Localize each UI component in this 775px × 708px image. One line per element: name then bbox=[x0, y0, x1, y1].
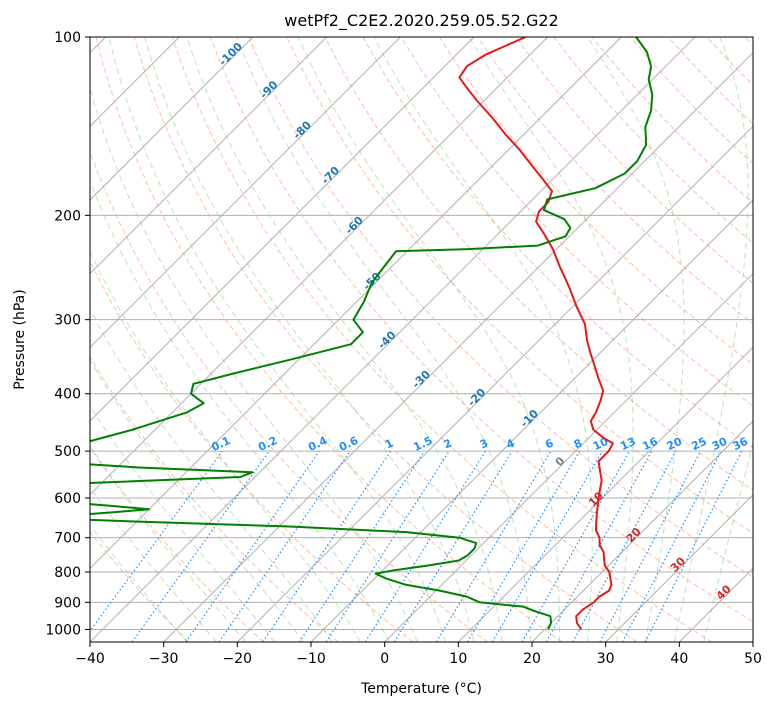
dry-adiabat-line bbox=[95, 37, 563, 642]
moist-adiabat-line bbox=[186, 37, 503, 642]
mixing-ratio-label: 20 bbox=[665, 435, 685, 453]
mixing-ratio-line bbox=[545, 450, 653, 642]
moist-adiabat-line bbox=[90, 524, 188, 642]
x-axis-label: Temperature (°C) bbox=[360, 681, 482, 697]
moist-adiabat-line bbox=[373, 37, 593, 642]
mixing-ratio-line bbox=[466, 450, 580, 642]
isobar-gridlines bbox=[90, 214, 753, 630]
x-tick-label: −40 bbox=[75, 651, 105, 667]
isotherm-line bbox=[90, 37, 254, 201]
moist-adiabat-line bbox=[90, 86, 418, 642]
dry-adiabat-line bbox=[248, 37, 753, 578]
mixing-ratio-lines bbox=[90, 450, 743, 642]
moist-adiabat-line bbox=[108, 37, 447, 642]
mixing-ratio-label: 16 bbox=[640, 435, 660, 453]
moist-adiabat-line bbox=[90, 405, 276, 642]
isotherm-gridlines bbox=[90, 37, 753, 642]
y-tick-label: 1000 bbox=[45, 622, 81, 638]
x-tick-label: 0 bbox=[380, 651, 389, 667]
moist-adiabat-line bbox=[703, 441, 753, 642]
plot-area: -100-90-80-70-60-50-40-30-20-10010203040… bbox=[90, 37, 753, 642]
y-tick-label: 300 bbox=[54, 313, 81, 329]
isotherm-line bbox=[310, 199, 753, 642]
dry-adiabat-line bbox=[438, 37, 753, 366]
dry-adiabat-line bbox=[90, 150, 488, 642]
isotherm-line bbox=[90, 37, 549, 496]
moist-adiabat-line bbox=[90, 359, 304, 642]
y-axis: 1000 900 800 700 600 500 400 300 200 100 bbox=[45, 30, 90, 638]
moist-adiabat-line bbox=[90, 447, 247, 642]
plot-frame bbox=[89, 36, 754, 643]
moist-adiabat-line bbox=[90, 486, 217, 642]
moist-adiabat-line bbox=[587, 37, 685, 642]
mixing-ratio-line bbox=[218, 450, 351, 642]
x-tick-label: 40 bbox=[670, 651, 688, 667]
isotherm-line bbox=[457, 346, 753, 642]
dry-adiabat-line bbox=[324, 37, 753, 491]
mixing-ratio-line bbox=[393, 450, 513, 642]
x-tick-label: 30 bbox=[597, 651, 615, 667]
mixing-ratio-line bbox=[521, 450, 631, 642]
y-tick-label: 700 bbox=[54, 531, 81, 547]
y-tick-label: 900 bbox=[54, 595, 81, 611]
x-tick-label: −30 bbox=[149, 651, 179, 667]
moist-adiabat-line bbox=[90, 179, 390, 642]
dewpoint-line bbox=[90, 37, 654, 630]
y-axis-label: Pressure (hPa) bbox=[12, 289, 28, 389]
mixing-ratio-label: 36 bbox=[731, 435, 751, 453]
mixing-ratio-line bbox=[325, 450, 450, 642]
mixing-ratio-line bbox=[364, 450, 486, 642]
isotherm-line bbox=[236, 125, 753, 642]
dry-adiabat-line bbox=[133, 37, 638, 642]
moist-adiabat-line bbox=[90, 308, 333, 642]
y-tick-label: 600 bbox=[54, 491, 81, 507]
isotherm-line bbox=[531, 420, 753, 642]
moist-adiabat-line bbox=[674, 37, 749, 642]
y-tick-label: 500 bbox=[54, 444, 81, 460]
dry-adiabat-line bbox=[90, 531, 190, 642]
x-tick-label: 20 bbox=[523, 651, 541, 667]
mixing-ratio-line bbox=[435, 450, 552, 642]
dry-adiabat-line bbox=[171, 37, 712, 642]
y-tick-label: 100 bbox=[54, 30, 81, 46]
profile-series bbox=[90, 37, 654, 630]
temperature-line bbox=[458, 37, 614, 630]
dry-adiabats bbox=[90, 37, 753, 642]
dry-adiabat-line bbox=[210, 37, 753, 623]
dry-adiabat-line bbox=[515, 37, 753, 284]
mixing-ratio-label: 13 bbox=[618, 435, 637, 453]
mixing-ratio-label: 30 bbox=[710, 435, 730, 453]
isotherm-line bbox=[163, 51, 753, 642]
isotherm-line bbox=[605, 493, 753, 642]
dry-adiabat-line bbox=[90, 445, 264, 642]
y-tick-label: 800 bbox=[54, 565, 81, 581]
x-tick-label: −10 bbox=[296, 651, 326, 667]
moist-adiabat-line bbox=[144, 37, 475, 642]
isotherm-line bbox=[90, 37, 622, 570]
isotherm-line bbox=[90, 37, 401, 349]
mixing-ratio-label: 25 bbox=[689, 435, 708, 453]
dry-adiabat-line bbox=[90, 356, 339, 642]
x-tick-label: 10 bbox=[449, 651, 467, 667]
x-tick-label: −20 bbox=[223, 651, 253, 667]
isotherm-line bbox=[384, 272, 753, 642]
moist-adiabats bbox=[90, 37, 753, 642]
mixing-ratio-line bbox=[185, 450, 320, 642]
chart-title: wetPf2_C2E2.2020.259.05.52.G22 bbox=[284, 11, 558, 31]
y-tick-label: 400 bbox=[54, 387, 81, 403]
x-tick-label: 50 bbox=[744, 651, 762, 667]
mixing-ratio-line bbox=[491, 450, 603, 642]
y-tick-label: 200 bbox=[54, 208, 81, 224]
dry-adiabat-line bbox=[400, 37, 753, 407]
x-axis: −40 −30 −20 −10 0 10 20 30 40 50 bbox=[75, 642, 762, 667]
isotherm-line bbox=[90, 37, 475, 422]
isotherm-line bbox=[90, 37, 328, 275]
isotherm-line bbox=[90, 37, 696, 642]
mixing-ratio-line bbox=[572, 450, 677, 642]
